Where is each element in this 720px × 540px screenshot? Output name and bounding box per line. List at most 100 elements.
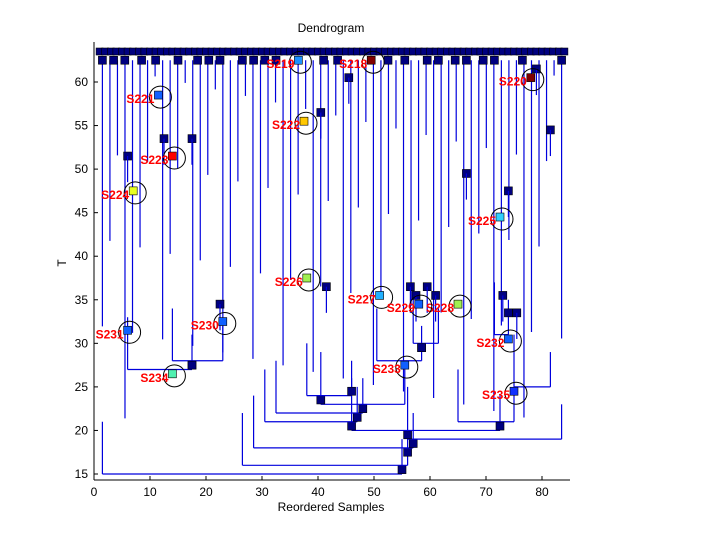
node-label: S222 [272,118,300,132]
node-label: S229 [387,301,415,315]
highlight-circle [361,50,385,74]
x-tick-label: 10 [143,485,157,499]
node-label: S224 [101,188,129,202]
plot-area: S218 S219 S220 S221 S222 S223 S224 S225 S226 S227… [96,47,569,475]
highlighted-node [414,299,424,309]
y-tick-label: 55 [75,119,89,133]
highlight-circle [448,294,472,318]
y-tick-label: 60 [75,75,89,89]
highlighted-node [526,73,536,82]
x-tick-label: 80 [535,485,549,499]
highlight-circle [148,85,172,109]
cluster-node [504,308,513,318]
cluster-node [249,55,258,65]
node-label: S235 [482,388,510,402]
highlighted-node [218,317,228,326]
cluster-node [333,55,342,65]
x-tick-label: 70 [479,485,493,499]
node-label: S234 [140,371,168,385]
x-tick-label: 40 [311,485,325,499]
cluster-node [462,55,471,65]
cluster-node [383,55,393,65]
chart-title: Dendrogram [298,21,365,35]
highlighted-node [123,325,132,335]
node-label: S230 [191,319,219,333]
x-tick-label: 50 [367,485,381,499]
cluster-node [518,55,527,65]
cluster-node [403,447,412,457]
highlighted-node [375,291,384,300]
highlighted-node [294,55,303,65]
highlighted-node [495,212,505,222]
cluster-node [173,55,183,65]
highlight-circle [294,111,318,135]
leaf-node [560,47,569,56]
node-label: S221 [126,92,154,106]
cluster-node [450,55,460,65]
highlight-circle [395,355,419,379]
cluster-node [109,55,118,65]
cluster-node [120,55,130,65]
node-label: S218 [339,57,367,71]
cluster-node [98,55,107,65]
highlight-circle [123,181,147,205]
cluster-node [204,55,214,65]
cluster-node [478,55,488,65]
highlighted-node [128,186,138,196]
axes: 0 10 20 30 40 50 60 70 80 15 20 25 30 35 40 45 50 55 60 [75,42,570,499]
cluster-node [352,413,362,422]
y-tick-label: 20 [75,423,89,437]
cluster-node [347,386,356,396]
cluster-node [557,55,566,65]
node-label: S225 [468,214,496,228]
highlighted-node [168,369,177,379]
node-label: S219 [266,57,294,71]
highlight-circle [288,50,312,74]
cluster-node [137,55,146,65]
highlighted-node [504,334,513,344]
node-label: S226 [275,275,303,289]
cluster-node [400,55,410,65]
highlighted-node [154,90,163,100]
cluster-node [347,421,356,431]
highlighted-node [366,55,376,65]
node-label: S231 [96,327,124,341]
highlight-circle [409,294,433,318]
highlighted-node [168,151,177,161]
highlight-circle [504,381,528,405]
highlighted-node [302,273,312,283]
x-axis-label: Reordered Samples [278,500,385,514]
cluster-node [408,439,418,448]
highlight-circle [297,268,321,292]
cluster-node [490,55,499,65]
y-tick-label: 30 [75,336,89,350]
cluster-node [417,343,426,352]
highlight-circle [521,68,545,92]
y-tick-label: 25 [75,380,89,394]
cluster-node [358,404,368,413]
cluster-node [397,465,407,474]
x-tick-label: 60 [423,485,437,499]
highlight-circle [118,320,142,344]
node-label: S228 [426,301,454,315]
highlighted-node [509,386,519,396]
cluster-node [434,55,443,65]
cluster-node [422,55,432,65]
x-tick-label: 0 [91,485,98,499]
cluster-node [260,55,270,65]
node-label: S223 [140,153,168,167]
highlight-circle [490,207,514,231]
y-tick-label: 50 [75,162,89,176]
y-axis-label: T [55,259,69,267]
cluster-node [316,395,326,405]
highlighted-node [400,360,410,370]
x-tick-label: 20 [199,485,213,499]
cluster-node [319,55,328,65]
y-tick-label: 15 [75,467,89,481]
highlight-circle [162,364,186,388]
cluster-node [215,55,225,65]
x-tick-label: 30 [255,485,269,499]
y-tick-label: 45 [75,206,89,220]
node-label: S232 [476,336,504,350]
